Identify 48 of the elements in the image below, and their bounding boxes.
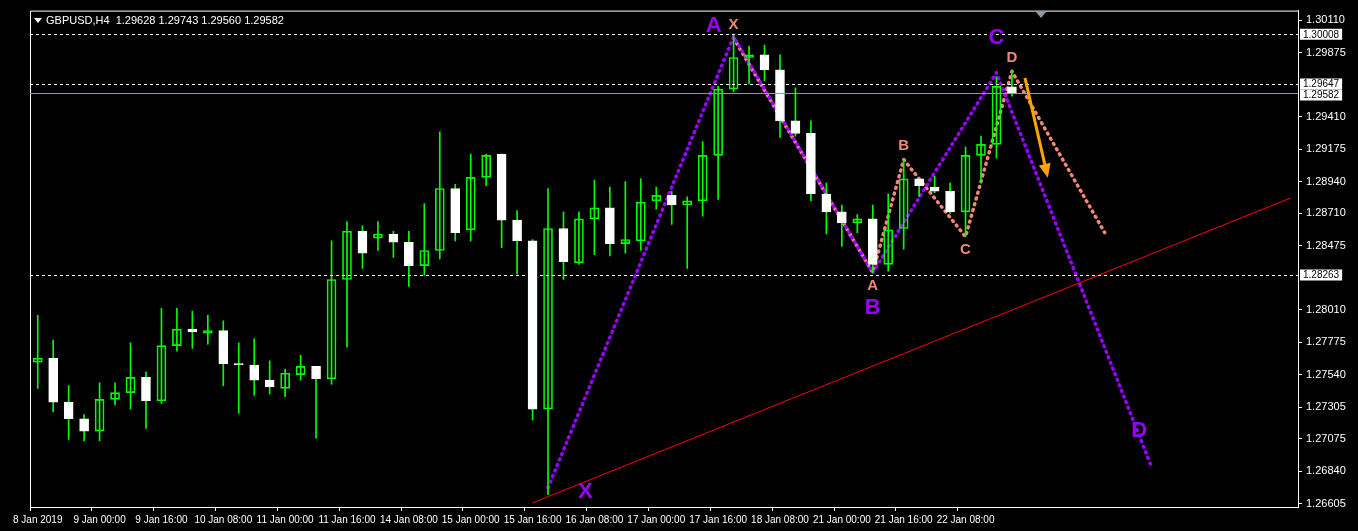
ref-line-label: 1.29582 [1303, 89, 1340, 101]
x-tick-label: 18 Jan 08:00 [751, 513, 810, 525]
x-tick-label: 15 Jan 00:00 [441, 513, 501, 525]
x-tick-label: 14 Jan 08:00 [379, 513, 439, 525]
data-label: A [705, 11, 722, 37]
y-tick-label: 1.28475 [1306, 238, 1346, 251]
x-tick-label: 17 Jan 16:00 [689, 513, 748, 525]
data-label: D [1006, 47, 1018, 65]
y-tick-label: 1.28010 [1306, 302, 1346, 315]
candlestick [249, 338, 260, 396]
data-label: A [867, 276, 879, 294]
data-label: C [960, 240, 972, 258]
x-tick-label: 11 Jan 00:00 [256, 513, 315, 525]
chart-title: GBPUSD,H4 1.29628 1.29743 1.29560 1.29582 [46, 13, 284, 26]
data-label: C [988, 23, 1005, 49]
y-tick-label: 1.29410 [1306, 109, 1346, 122]
y-tick-label: 1.28710 [1306, 206, 1346, 219]
ref-line-label: 1.30008 [1303, 28, 1340, 40]
x-tick-label: 21 Jan 16:00 [874, 513, 934, 525]
y-tick-label: 1.26605 [1306, 496, 1346, 509]
y-tick-label: 1.29175 [1306, 142, 1346, 155]
y-tick-label: 1.27775 [1306, 335, 1346, 348]
candlestick [264, 360, 275, 395]
x-tick-label: 9 Jan 00:00 [73, 513, 127, 525]
y-tick-label: 1.27540 [1306, 367, 1346, 380]
x-tick-label: 16 Jan 08:00 [565, 513, 624, 525]
x-tick-label: 9 Jan 16:00 [135, 513, 189, 525]
ref-line-label: 1.29647 [1303, 78, 1340, 90]
candlestick [311, 366, 321, 439]
y-tick-label: 1.29875 [1306, 45, 1346, 58]
y-tick-label: 1.26840 [1306, 464, 1346, 477]
x-tick-label: 15 Jan 16:00 [503, 513, 562, 525]
y-tick-label: 1.27305 [1306, 400, 1346, 413]
x-tick-label: 10 Jan 08:00 [194, 513, 253, 525]
ref-line-label: 1.28263 [1303, 269, 1340, 281]
x-tick-label: 17 Jan 00:00 [627, 513, 686, 525]
x-tick-label: 22 Jan 08:00 [936, 513, 995, 525]
data-label: X [578, 477, 594, 503]
x-tick-label: 11 Jan 16:00 [318, 513, 376, 525]
x-tick-label: 8 Jan 2019 [12, 513, 63, 525]
y-tick-label: 1.27075 [1306, 431, 1346, 444]
data-label: X [728, 14, 739, 32]
x-tick-label: 21 Jan 00:00 [812, 513, 872, 525]
y-tick-label: 1.30110 [1306, 13, 1345, 26]
candlestick [233, 342, 244, 414]
data-label: B [898, 136, 910, 154]
data-label: B [864, 293, 881, 319]
y-tick-label: 1.28940 [1306, 174, 1346, 187]
